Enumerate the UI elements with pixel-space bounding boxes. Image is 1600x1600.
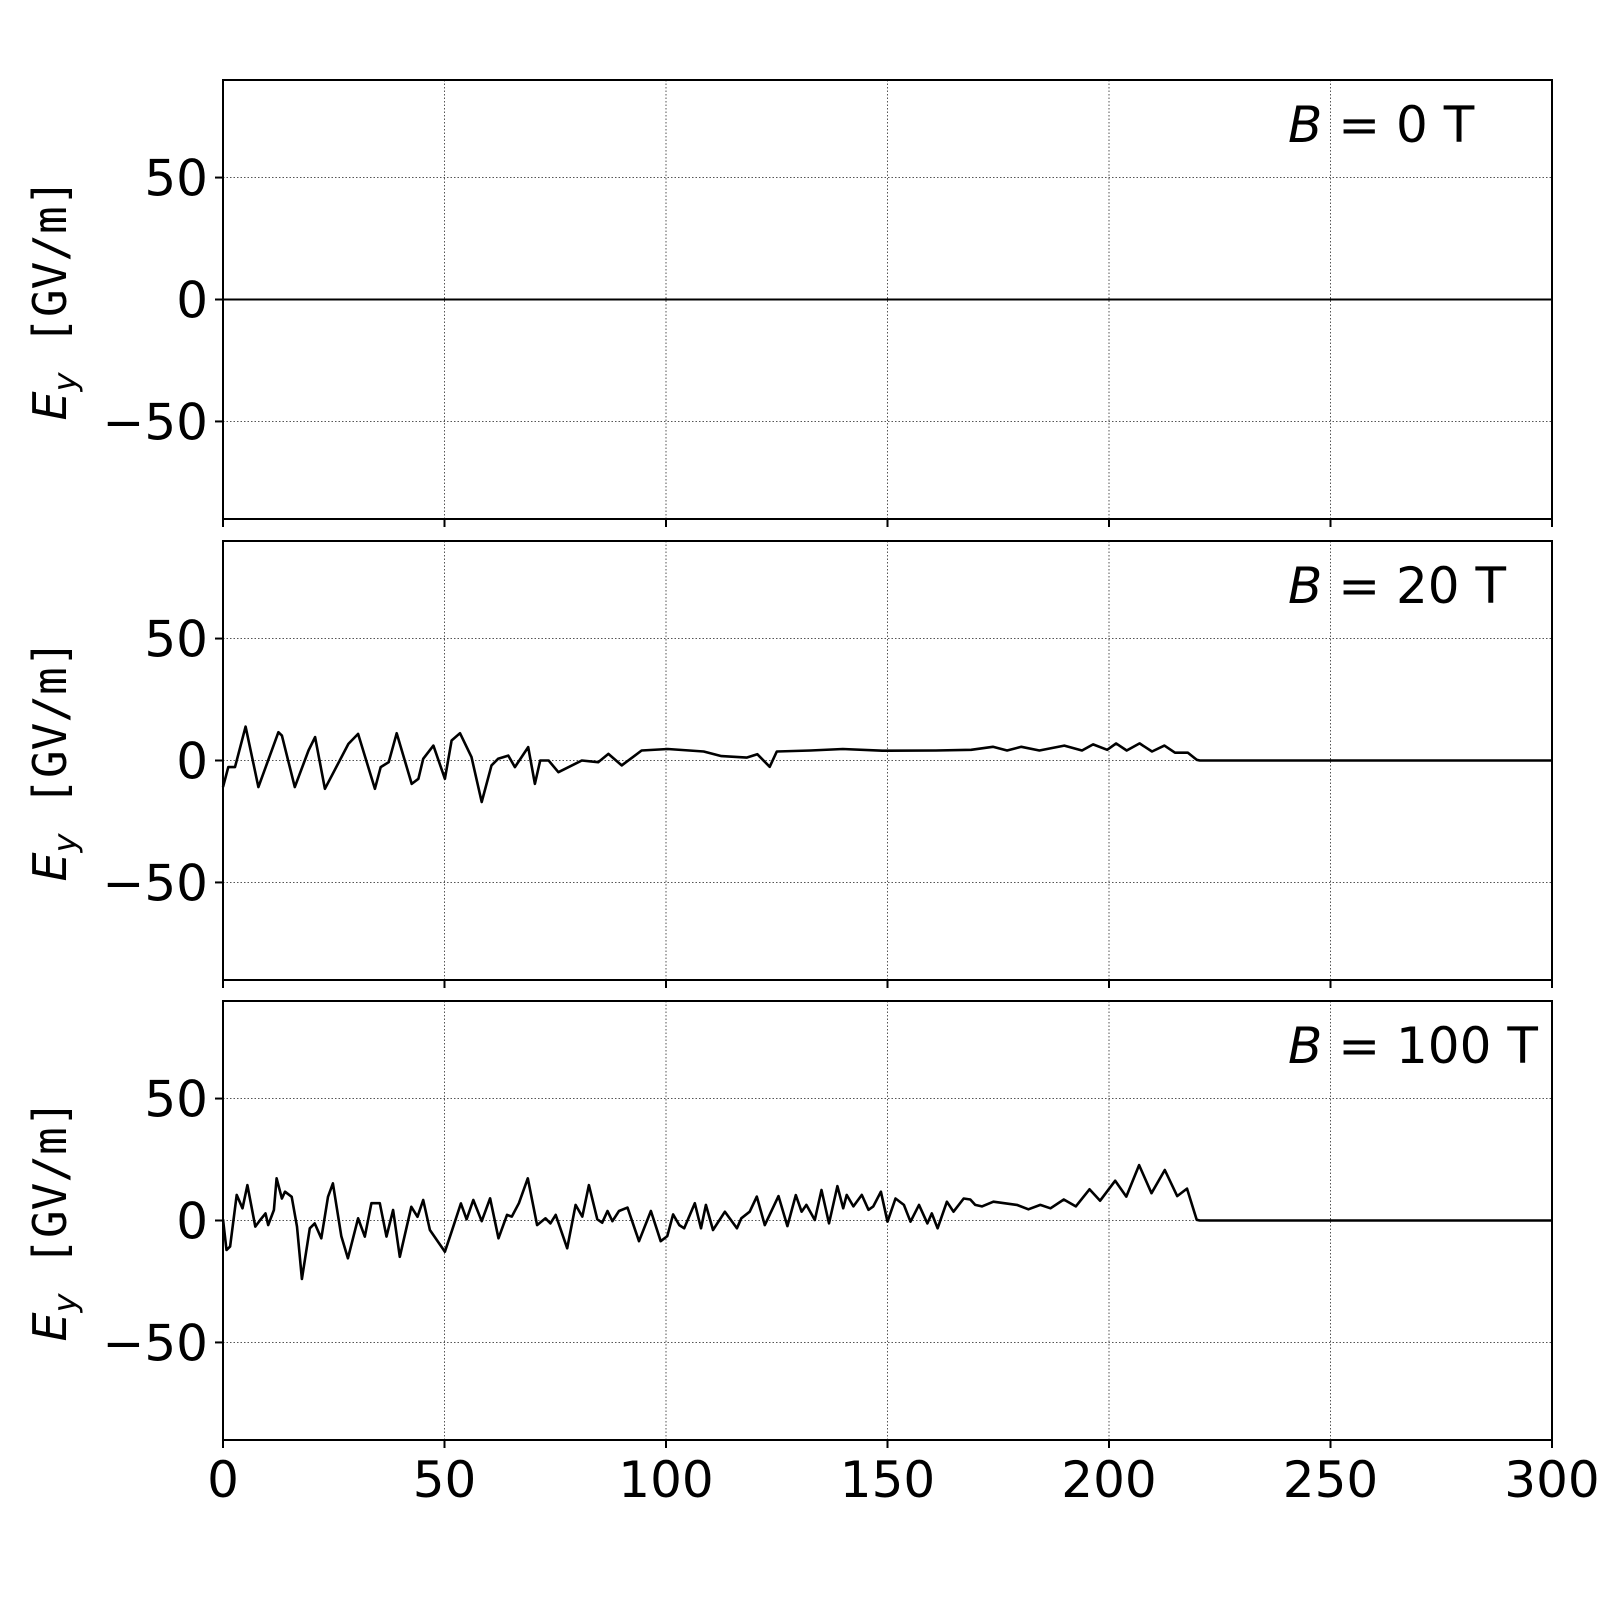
y-tick-label: 50 <box>144 150 208 208</box>
y-tick-label: −50 <box>102 393 208 451</box>
y-axis-label: Ey [GV/m] <box>23 640 84 882</box>
field-annotation: B = 20 T <box>1288 557 1507 615</box>
ylabel-subscript: y <box>46 371 84 392</box>
x-tick-label: 300 <box>1504 1451 1599 1509</box>
panel-1: −50 0 50 B = 0 T Ey [GV/m] <box>23 79 1553 527</box>
y-axis-label: Ey [GV/m] <box>23 1100 84 1342</box>
annotation-symbol: B <box>1288 557 1322 615</box>
y-tick-label: 0 <box>176 733 208 791</box>
ylabel-subscript: y <box>46 832 84 853</box>
x-tick-label: 100 <box>618 1451 713 1509</box>
ylabel-symbol: E <box>23 1312 77 1341</box>
series-line <box>221 725 1552 804</box>
panel-2: −50 0 50 B = 20 T Ey [GV/m] <box>23 540 1553 988</box>
annotation-equals: = <box>1322 557 1396 615</box>
panel-3: −50 0 50 0 50 100 150 200 250 300 B = 100 T Ey [GV/… <box>23 1000 1600 1509</box>
annotation-equals: = <box>1322 96 1396 154</box>
y-axis-label: Ey [GV/m] <box>23 179 84 421</box>
x-tick-label: 50 <box>413 1451 477 1509</box>
annotation-symbol: B <box>1288 96 1322 154</box>
y-tick-label: 0 <box>176 1193 208 1251</box>
y-tick-label: 0 <box>176 272 208 330</box>
ylabel-symbol: E <box>23 852 77 881</box>
ylabel-unit: [GV/m] <box>23 640 77 834</box>
y-tick-label: 50 <box>144 1071 208 1129</box>
series-line <box>221 1163 1552 1281</box>
x-tick-label: 200 <box>1061 1451 1156 1509</box>
y-tick-label: −50 <box>102 1314 208 1372</box>
ylabel-symbol: E <box>23 391 77 420</box>
ylabel-unit: [GV/m] <box>23 179 77 373</box>
annotation-value: 0 T <box>1396 96 1475 154</box>
annotation-symbol: B <box>1288 1017 1322 1075</box>
y-tick-label: −50 <box>102 854 208 912</box>
ylabel-unit: [GV/m] <box>23 1100 77 1294</box>
y-tick-label: 50 <box>144 611 208 669</box>
annotation-value: 100 T <box>1396 1017 1538 1075</box>
annotation-value: 20 T <box>1396 557 1507 615</box>
x-tick-label: 150 <box>840 1451 935 1509</box>
x-tick-label: 0 <box>207 1451 239 1509</box>
x-tick-label: 250 <box>1283 1451 1378 1509</box>
field-annotation: B = 0 T <box>1288 96 1475 154</box>
ylabel-subscript: y <box>46 1292 84 1313</box>
field-annotation: B = 100 T <box>1288 1017 1538 1075</box>
annotation-equals: = <box>1322 1017 1396 1075</box>
